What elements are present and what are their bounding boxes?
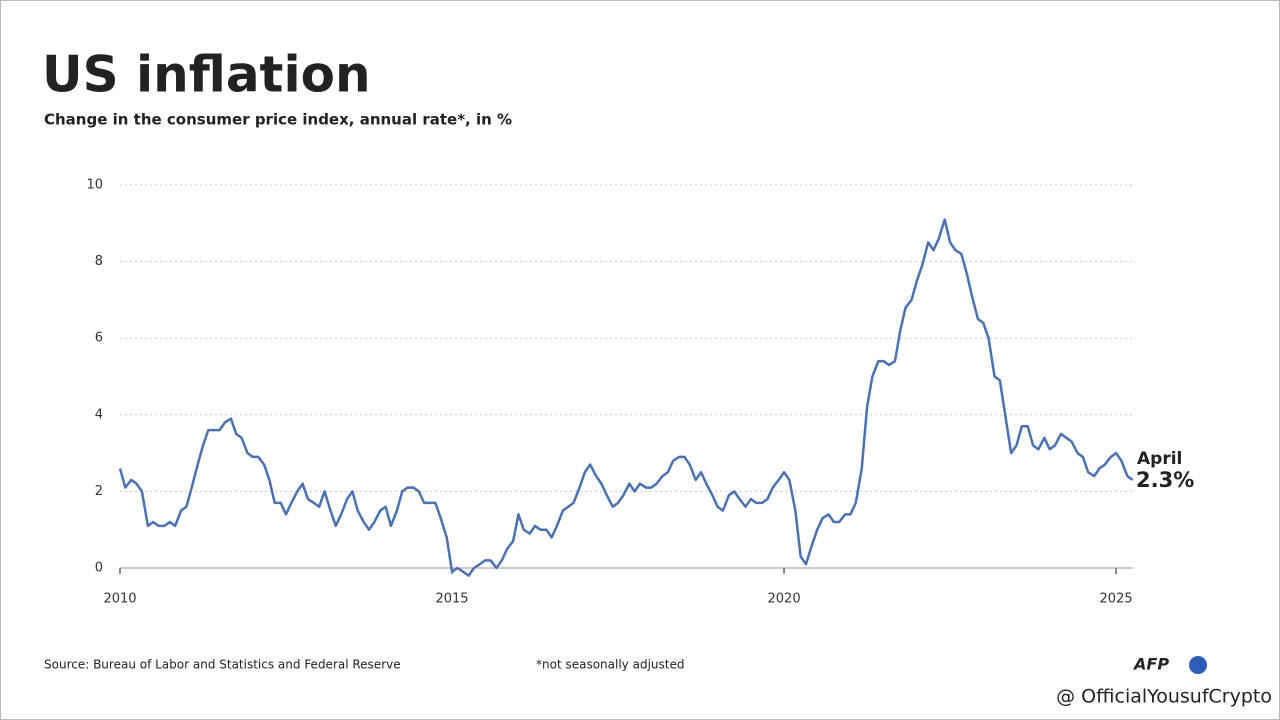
y-tick-label: 6: [95, 331, 103, 346]
line-series: [118, 218, 1134, 577]
watermark: @ OfficialYousufCrypto: [1056, 686, 1272, 708]
logo: AFP: [1132, 655, 1169, 674]
chart-title: US inflation: [42, 46, 371, 104]
x-tick-label: 2020: [768, 592, 801, 607]
y-tick-label: 4: [95, 407, 103, 422]
y-tick-label: 0: [95, 561, 103, 576]
source: Source: Bureau of Labor and Statistics a…: [44, 658, 401, 672]
x-tick-label: 2015: [435, 592, 468, 607]
footnote: *not seasonally adjusted: [536, 658, 684, 672]
annotation-label: April: [1137, 449, 1182, 469]
x-tick-label: 2010: [103, 592, 136, 607]
x-tick-label: 2025: [1100, 592, 1133, 607]
annotation-value: 2.3%: [1136, 468, 1194, 492]
chart-subtitle: Change in the consumer price index, annu…: [44, 111, 512, 129]
y-tick-label: 2: [95, 484, 103, 499]
y-tick-label: 10: [86, 178, 103, 193]
logo-dot: [1189, 656, 1207, 674]
y-tick-label: 8: [95, 254, 103, 269]
